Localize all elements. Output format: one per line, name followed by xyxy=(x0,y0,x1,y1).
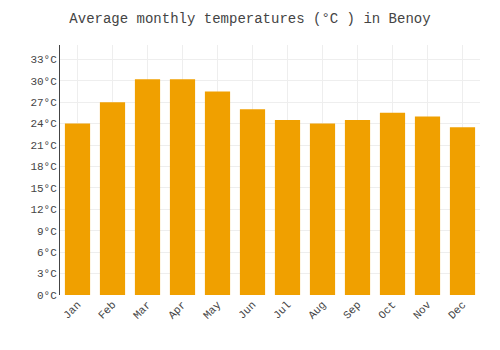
svg-text:24°C: 24°C xyxy=(30,118,57,130)
svg-text:3°C: 3°C xyxy=(37,268,57,280)
svg-text:Sep: Sep xyxy=(341,299,363,321)
svg-text:Jan: Jan xyxy=(61,299,83,321)
svg-text:6°C: 6°C xyxy=(37,247,57,259)
svg-text:Oct: Oct xyxy=(376,299,398,321)
svg-text:Jun: Jun xyxy=(236,299,258,321)
svg-text:9°C: 9°C xyxy=(37,226,57,238)
svg-text:Mar: Mar xyxy=(131,299,153,321)
svg-text:Jul: Jul xyxy=(271,299,293,321)
svg-text:18°C: 18°C xyxy=(30,161,57,173)
svg-text:12°C: 12°C xyxy=(30,204,57,216)
svg-text:Average monthly temperatures (: Average monthly temperatures (°C ) in Be… xyxy=(69,11,430,27)
svg-text:May: May xyxy=(201,299,224,322)
svg-text:Feb: Feb xyxy=(96,299,118,321)
svg-text:Nov: Nov xyxy=(411,299,434,322)
svg-text:0°C: 0°C xyxy=(37,290,57,302)
svg-text:15°C: 15°C xyxy=(30,183,57,195)
svg-text:Apr: Apr xyxy=(166,299,188,321)
svg-text:Aug: Aug xyxy=(306,299,328,321)
svg-text:33°C: 33°C xyxy=(30,54,57,66)
svg-text:Dec: Dec xyxy=(446,299,468,321)
svg-text:30°C: 30°C xyxy=(30,76,57,88)
svg-text:21°C: 21°C xyxy=(30,140,57,152)
svg-text:27°C: 27°C xyxy=(30,97,57,109)
